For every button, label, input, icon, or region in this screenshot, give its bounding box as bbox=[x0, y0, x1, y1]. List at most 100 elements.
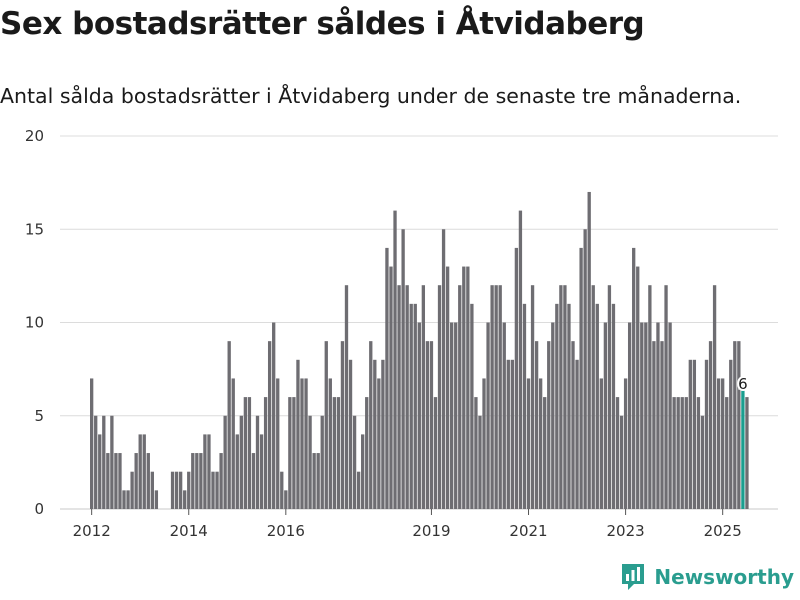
bar bbox=[668, 322, 672, 509]
bar bbox=[90, 378, 94, 509]
bar bbox=[267, 341, 272, 509]
bars bbox=[90, 191, 749, 509]
bar bbox=[510, 359, 514, 509]
bar bbox=[195, 453, 199, 509]
bar bbox=[648, 285, 652, 509]
bar bbox=[405, 285, 409, 509]
bar bbox=[579, 247, 583, 509]
bar bbox=[640, 322, 644, 509]
bar bbox=[437, 285, 442, 509]
x-tick-label: 2023 bbox=[607, 522, 645, 540]
bar bbox=[130, 471, 134, 509]
bar bbox=[138, 434, 142, 509]
bar bbox=[526, 378, 531, 509]
bar bbox=[700, 415, 705, 509]
bar bbox=[587, 191, 591, 509]
bar bbox=[692, 359, 697, 509]
x-tick-label: 2016 bbox=[267, 522, 305, 540]
x-axis: 2012 2014 2016 2019 2021 2023 2025 bbox=[73, 509, 742, 540]
bar bbox=[114, 453, 118, 509]
bar bbox=[336, 397, 341, 509]
bar bbox=[563, 285, 567, 509]
bar bbox=[126, 490, 130, 509]
bar bbox=[494, 285, 498, 509]
bar bbox=[474, 397, 478, 509]
bar bbox=[211, 471, 215, 509]
bar bbox=[708, 341, 713, 509]
bar bbox=[538, 378, 543, 509]
bar-highlight bbox=[741, 378, 745, 509]
bar bbox=[478, 415, 482, 509]
bar bbox=[611, 303, 616, 509]
bar bbox=[381, 359, 385, 509]
bar bbox=[284, 490, 288, 509]
bar bbox=[235, 434, 239, 509]
bar bbox=[745, 397, 749, 509]
bar bbox=[255, 415, 260, 509]
bar bbox=[518, 210, 523, 509]
bar bbox=[150, 471, 154, 509]
bar bbox=[223, 415, 227, 509]
bar bbox=[603, 322, 608, 509]
bar bbox=[187, 471, 191, 509]
bar bbox=[146, 453, 150, 509]
bar bbox=[632, 247, 636, 509]
bar bbox=[729, 359, 733, 509]
bar bbox=[607, 285, 612, 509]
bar bbox=[272, 322, 276, 509]
y-tick-label: 5 bbox=[34, 407, 44, 425]
bar bbox=[712, 285, 717, 509]
bar bbox=[377, 378, 381, 509]
bar bbox=[417, 322, 421, 509]
bar bbox=[324, 341, 328, 509]
bar bbox=[466, 266, 470, 509]
bar bbox=[340, 341, 345, 509]
bar bbox=[684, 397, 688, 509]
bar bbox=[595, 303, 599, 509]
bar bbox=[118, 453, 122, 509]
bar bbox=[733, 341, 737, 509]
bar bbox=[276, 378, 280, 509]
bar bbox=[514, 247, 519, 509]
brand: Newsworthy bbox=[620, 562, 794, 592]
bar bbox=[445, 266, 450, 509]
brand-name: Newsworthy bbox=[654, 565, 794, 589]
bar bbox=[122, 490, 126, 509]
bar bbox=[300, 378, 304, 509]
bar bbox=[551, 322, 555, 509]
bar bbox=[534, 341, 539, 509]
bar bbox=[98, 434, 102, 509]
bar bbox=[502, 322, 506, 509]
bar bbox=[328, 378, 332, 509]
bar bbox=[393, 210, 397, 509]
bar bbox=[356, 471, 361, 509]
bar bbox=[308, 415, 312, 509]
data-labels: 6 bbox=[736, 373, 750, 395]
y-axis: 0 5 10 15 20 bbox=[25, 127, 44, 518]
bar bbox=[263, 397, 268, 509]
bar bbox=[547, 341, 551, 509]
bar bbox=[543, 397, 547, 509]
bar bbox=[555, 303, 559, 509]
bar bbox=[361, 434, 365, 509]
bar bbox=[530, 285, 535, 509]
bar bbox=[352, 415, 357, 509]
bar bbox=[413, 303, 417, 509]
bar bbox=[344, 285, 349, 509]
x-tick-label: 2025 bbox=[704, 522, 742, 540]
y-tick-label: 15 bbox=[25, 220, 44, 238]
bar bbox=[154, 490, 159, 509]
bar bbox=[676, 397, 680, 509]
x-tick-label: 2021 bbox=[509, 522, 547, 540]
bar bbox=[450, 322, 454, 509]
bar bbox=[178, 471, 183, 509]
bar bbox=[227, 341, 231, 509]
bar bbox=[721, 378, 725, 509]
bar bbox=[296, 359, 300, 509]
newsworthy-logo-icon bbox=[622, 564, 645, 590]
bar bbox=[716, 378, 721, 509]
bar bbox=[320, 415, 324, 509]
bar bbox=[183, 490, 187, 509]
bar bbox=[247, 397, 252, 509]
bar bbox=[365, 397, 369, 509]
